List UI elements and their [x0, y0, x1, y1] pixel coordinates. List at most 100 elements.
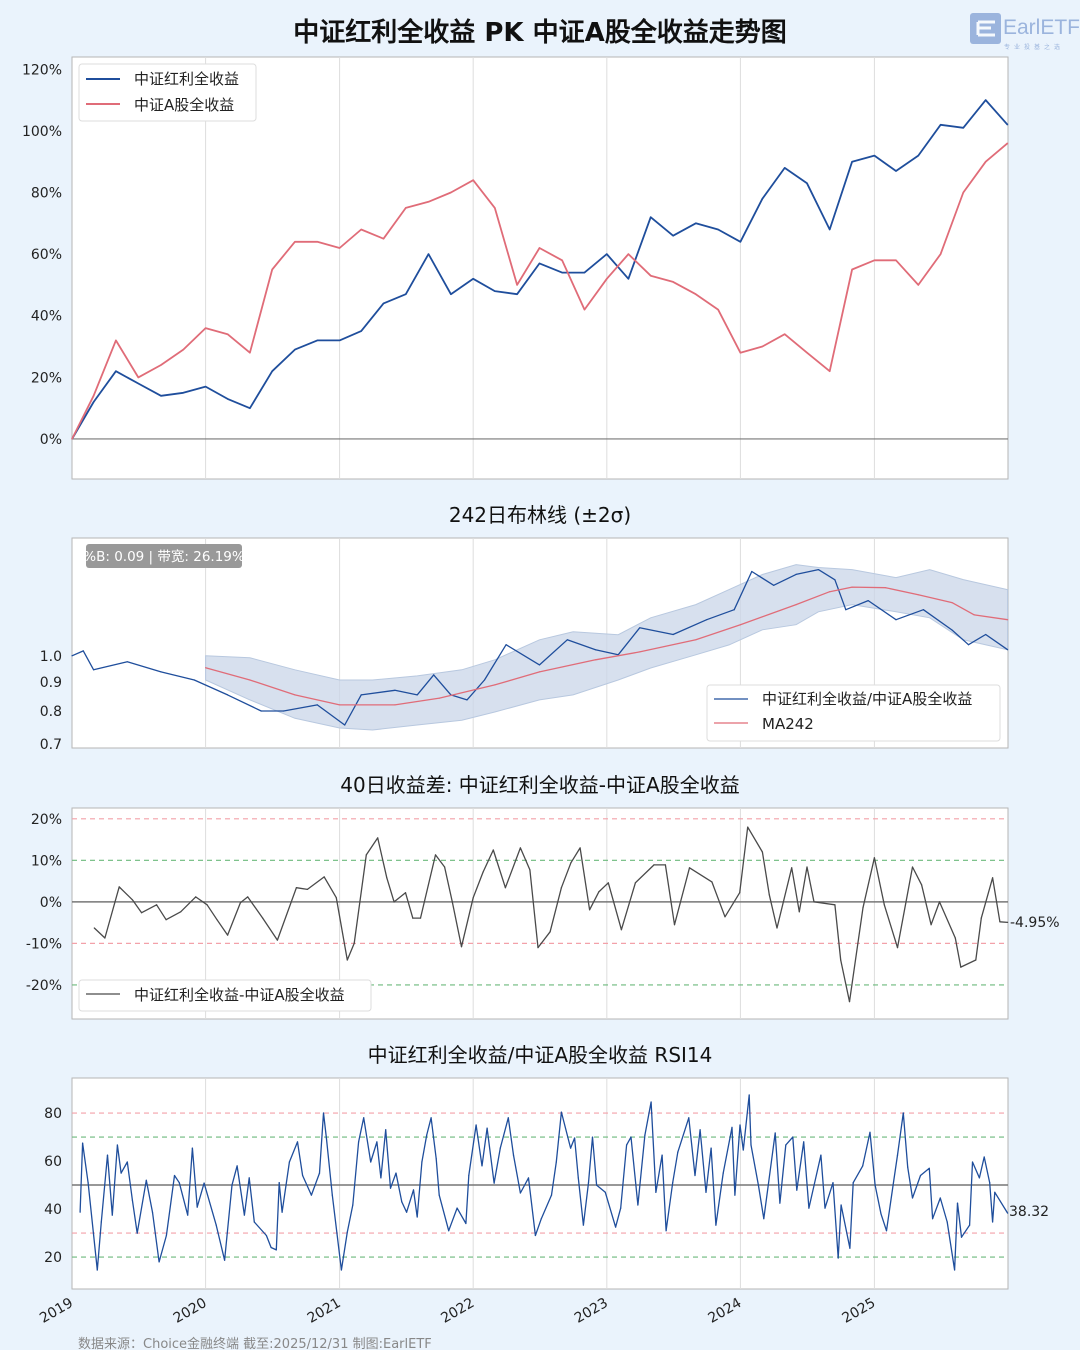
data-point — [316, 339, 318, 341]
data-point — [845, 609, 847, 611]
data-point — [435, 1158, 437, 1160]
data-point — [989, 1182, 991, 1184]
y-tick-label: -10% — [26, 936, 62, 952]
data-point — [239, 902, 241, 904]
data-point — [699, 1129, 701, 1131]
data-point — [248, 1177, 250, 1179]
data-point — [734, 1194, 736, 1196]
data-point — [561, 272, 563, 274]
legend-label-ratio: 中证红利全收益/中证A股全收益 — [762, 690, 972, 708]
data-point — [985, 633, 987, 636]
data-point — [394, 704, 396, 706]
data-point — [711, 881, 713, 883]
data-point — [946, 1221, 948, 1223]
data-point — [639, 651, 641, 653]
data-point — [294, 241, 296, 243]
data-point — [834, 579, 836, 581]
data-point — [555, 1161, 557, 1163]
data-point — [106, 1154, 109, 1156]
data-point — [672, 235, 674, 237]
data-point — [160, 364, 162, 366]
data-point — [620, 929, 623, 931]
data-point — [862, 1165, 864, 1167]
y-tick-label: 80 — [44, 1106, 62, 1122]
data-point — [973, 614, 975, 616]
data-point — [971, 1161, 974, 1163]
data-point — [695, 639, 697, 641]
data-point — [271, 268, 273, 271]
y-tick-label: 120% — [22, 62, 62, 78]
data-point — [784, 167, 786, 169]
data-point — [650, 216, 652, 218]
x-tick-label: 2022 — [438, 1295, 477, 1327]
data-point — [249, 352, 251, 354]
data-point — [512, 1154, 515, 1156]
data-point — [472, 179, 474, 181]
data-point — [665, 1230, 667, 1232]
data-point — [395, 1172, 397, 1174]
data-point — [820, 1154, 822, 1156]
data-point — [265, 1234, 267, 1237]
data-point — [438, 697, 441, 699]
data-point — [486, 1127, 488, 1129]
data-point — [849, 1247, 851, 1249]
data-point — [494, 207, 496, 209]
data-point — [761, 198, 764, 200]
data-point — [466, 699, 468, 701]
data-point — [247, 896, 249, 898]
data-point — [93, 927, 95, 929]
data-point — [634, 882, 637, 884]
data-point — [294, 694, 296, 696]
data-point — [1007, 1212, 1009, 1214]
data-point — [895, 259, 897, 261]
data-point — [954, 1269, 956, 1271]
data-point — [1007, 649, 1009, 651]
data-point — [862, 907, 864, 909]
data-point — [382, 238, 385, 240]
data-point — [339, 704, 341, 706]
data-point — [851, 586, 853, 588]
data-point — [583, 309, 586, 311]
data-point — [840, 1204, 842, 1206]
y-tick-label: 10% — [31, 853, 62, 869]
data-point — [416, 694, 418, 696]
data-point — [896, 1154, 899, 1156]
data-point — [538, 664, 541, 666]
data-point — [376, 1141, 378, 1143]
data-point — [650, 275, 652, 277]
data-point — [784, 333, 786, 335]
data-point — [892, 1184, 894, 1186]
data-point — [253, 1221, 255, 1223]
data-point — [975, 959, 977, 961]
data-point — [468, 1174, 470, 1177]
data-point — [537, 947, 539, 949]
y-tick-label: 0.7 — [40, 737, 62, 753]
data-point — [516, 284, 518, 286]
data-point — [661, 1154, 663, 1156]
footer-source: 数据来源：Choice金融终端 截至:2025/12/31 制图:EarlETF — [78, 1336, 432, 1350]
y-tick-label: 0% — [40, 432, 62, 448]
data-point — [158, 1261, 160, 1263]
data-point — [774, 1132, 776, 1134]
data-point — [688, 867, 691, 869]
y-tick-label: 60% — [31, 247, 62, 263]
data-point — [126, 661, 128, 663]
data-point — [731, 1126, 733, 1128]
data-point — [1007, 619, 1009, 621]
data-point — [962, 191, 964, 194]
series-line-diff-0 — [93, 826, 1008, 1003]
data-point — [243, 1214, 245, 1216]
data-point — [560, 887, 563, 889]
y-tick-label: 1.0 — [40, 649, 62, 665]
data-point — [448, 1230, 450, 1232]
data-point — [848, 1001, 851, 1003]
data-point — [650, 1101, 652, 1103]
data-point — [460, 946, 463, 948]
y-tick-label: 0% — [40, 895, 62, 911]
data-point — [71, 438, 73, 440]
data-point — [739, 241, 742, 243]
y-tick-label: 40 — [44, 1202, 62, 1218]
data-point — [270, 1246, 272, 1249]
data-point — [587, 1182, 590, 1184]
data-point — [851, 161, 853, 163]
